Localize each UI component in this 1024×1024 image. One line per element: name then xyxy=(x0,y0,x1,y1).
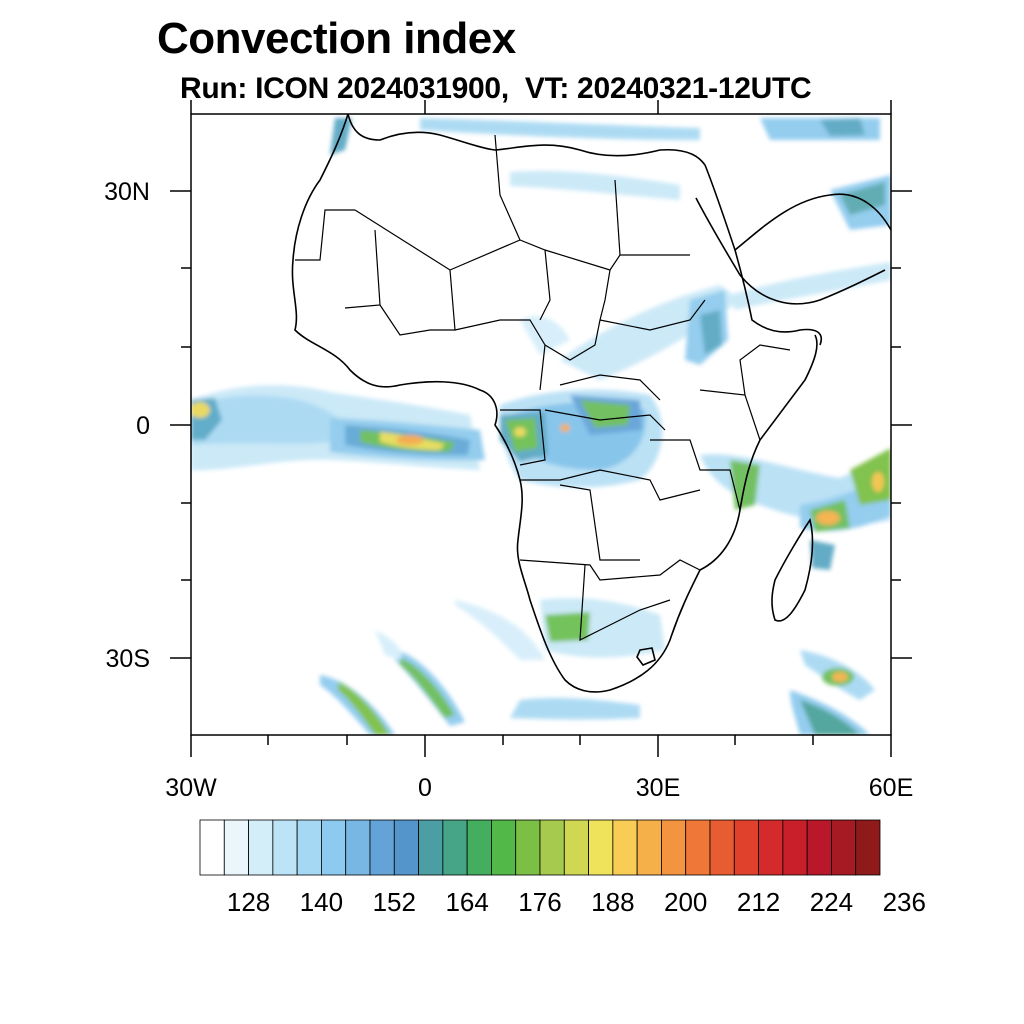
colorbar-swatch xyxy=(345,819,371,876)
colorbar-swatch xyxy=(442,819,468,876)
x-tick-label-0: 0 xyxy=(418,774,432,802)
colorbar-swatch xyxy=(563,819,589,876)
colorbar-swatch xyxy=(223,819,249,876)
colorbar-swatch xyxy=(539,819,565,876)
convection-field xyxy=(191,118,891,735)
colorbar-swatch xyxy=(612,819,638,876)
colorbar-swatch xyxy=(661,819,687,876)
colorbar xyxy=(199,819,881,876)
colorbar-swatch xyxy=(733,819,759,876)
colorbar-swatch xyxy=(418,819,444,876)
colorbar-swatch xyxy=(248,819,274,876)
colorbar-swatch xyxy=(466,819,492,876)
colorbar-swatch xyxy=(636,819,662,876)
colorbar-swatch xyxy=(199,819,225,876)
colorbar-swatch xyxy=(758,819,784,876)
colorbar-swatch xyxy=(685,819,711,876)
y-tick-label-30n: 30N xyxy=(104,178,150,206)
colorbar-label: 224 xyxy=(809,887,854,917)
colorbar-swatch xyxy=(515,819,541,876)
colorbar-label: 152 xyxy=(372,887,416,917)
country-borders xyxy=(295,134,791,642)
colorbar-swatch xyxy=(709,819,735,876)
colorbar-swatch xyxy=(272,819,298,876)
colorbar-label: 176 xyxy=(518,887,562,917)
y-tick-label-30s: 30S xyxy=(105,645,150,673)
y-tick-label-0: 0 xyxy=(136,412,150,440)
coastlines xyxy=(291,114,891,693)
map-subtitle: Run: ICON 2024031900, VT: 20240321-12UTC xyxy=(180,72,812,105)
colorbar-swatch xyxy=(321,819,347,876)
x-tick-label-60e: 60E xyxy=(868,774,914,802)
axis-ticks xyxy=(170,100,912,757)
colorbar-swatch xyxy=(806,819,832,876)
map-title: Convection index xyxy=(157,14,516,63)
colorbar-swatch xyxy=(491,819,517,876)
colorbar-label: 128 xyxy=(226,887,271,917)
colorbar-swatch xyxy=(369,819,395,876)
colorbar-label: 212 xyxy=(736,887,781,917)
colorbar-swatch xyxy=(831,819,857,876)
colorbar-label: 140 xyxy=(299,887,344,917)
colorbar-label: 200 xyxy=(664,887,708,917)
colorbar-swatch xyxy=(393,819,419,876)
colorbar-swatch xyxy=(855,819,881,876)
colorbar-label: 164 xyxy=(445,887,489,917)
colorbar-swatch xyxy=(296,819,322,876)
x-tick-label-30w: 30W xyxy=(165,774,217,802)
colorbar-swatch xyxy=(588,819,614,876)
x-tick-label-30e: 30E xyxy=(635,774,681,802)
colorbar-label: 236 xyxy=(882,887,926,917)
colorbar-swatch xyxy=(782,819,808,876)
colorbar-label: 188 xyxy=(591,887,635,917)
